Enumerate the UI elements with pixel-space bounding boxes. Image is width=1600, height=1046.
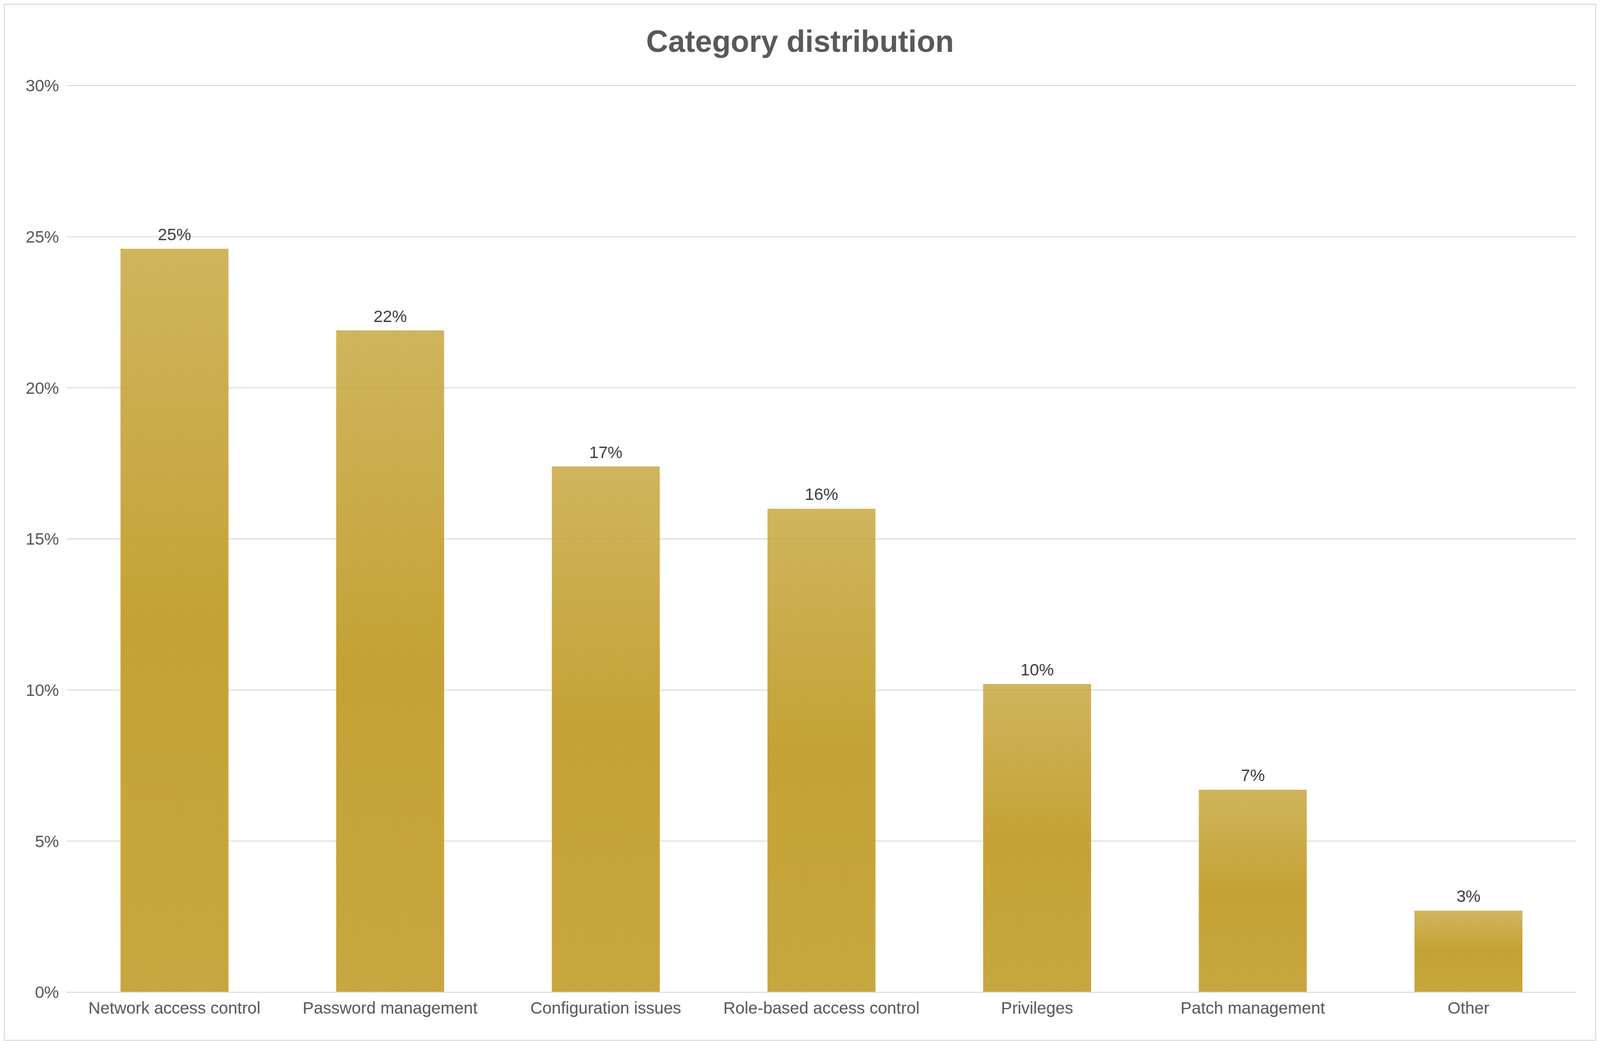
svg-text:20%: 20% <box>25 378 59 398</box>
svg-text:25%: 25% <box>157 224 192 244</box>
svg-text:3%: 3% <box>1456 886 1481 906</box>
svg-text:15%: 15% <box>25 529 59 548</box>
svg-text:10%: 10% <box>1020 660 1054 679</box>
svg-text:25%: 25% <box>25 227 59 246</box>
svg-text:Role-based access control: Role-based access control <box>723 998 920 1017</box>
svg-text:22%: 22% <box>373 306 407 326</box>
svg-text:Patch management: Patch management <box>1180 998 1326 1017</box>
svg-text:7%: 7% <box>1240 765 1266 785</box>
svg-text:Configuration issues: Configuration issues <box>530 998 682 1017</box>
svg-text:Network access control: Network access control <box>88 998 261 1017</box>
svg-text:0%: 0% <box>34 982 59 1002</box>
html-text:Category distribution: Category distribution <box>646 24 954 59</box>
svg-text:Privileges: Privileges <box>1001 998 1074 1017</box>
svg-text:5%: 5% <box>34 831 59 851</box>
svg-text:17%: 17% <box>589 442 623 462</box>
svg-text:16%: 16% <box>804 484 839 504</box>
svg-text:Other: Other <box>1447 998 1490 1017</box>
svg-text:10%: 10% <box>25 680 59 700</box>
svg-text:Password management: Password management <box>302 998 478 1017</box>
svg-text:30%: 30% <box>25 76 59 95</box>
